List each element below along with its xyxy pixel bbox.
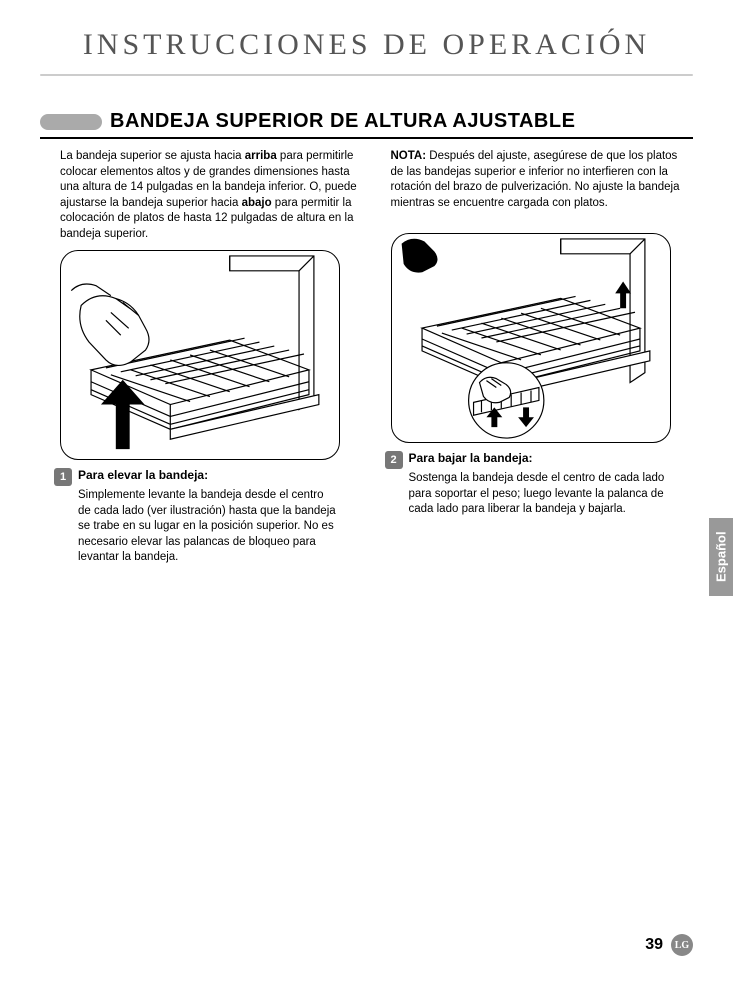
page-footer: 39 LG [645,934,693,956]
text: La bandeja superior se ajusta hacia [60,150,245,162]
page-number: 39 [645,936,663,954]
section-pill [40,114,102,130]
section-underline [40,137,693,139]
step-badge: 1 [54,468,72,486]
horizontal-rule [40,74,693,76]
step-1-body: Simplemente levante la bandeja desde el … [78,488,338,566]
figure-lower-rack [391,233,671,443]
rack-raise-illustration [61,251,339,459]
brand-logo-icon: LG [671,934,693,956]
step-2-header: 2 Para bajar la bandeja: [385,451,694,469]
section-header: BANDEJA SUPERIOR DE ALTURA AJUSTABLE [40,110,693,133]
page-title: INSTRUCCIONES DE OPERACIÓN [0,28,733,62]
text: Después del ajuste, asegúrese de que los… [391,150,680,209]
left-column: La bandeja superior se ajusta hacia arri… [60,149,363,566]
language-tab: Español [709,518,733,596]
bold-text: abajo [242,197,272,209]
two-column-layout: La bandeja superior se ajusta hacia arri… [60,149,693,566]
rack-lower-illustration [392,234,670,442]
hand-icon [402,239,437,272]
section-title: BANDEJA SUPERIOR DE ALTURA AJUSTABLE [110,110,575,133]
right-column: NOTA: Después del ajuste, asegúrese de q… [391,149,694,566]
step-2-body: Sostenga la bandeja desde el centro de c… [409,471,669,518]
bold-text: NOTA: [391,150,427,162]
step-badge: 2 [385,451,403,469]
step-1-header: 1 Para elevar la bandeja: [54,468,363,486]
left-intro-text: La bandeja superior se ajusta hacia arri… [60,149,363,242]
bold-text: arriba [245,150,277,162]
right-intro-text: NOTA: Después del ajuste, asegúrese de q… [391,149,694,211]
up-arrow-icon [615,282,631,309]
step-title: Para elevar la bandeja: [78,468,208,482]
step-title: Para bajar la bandeja: [409,451,533,465]
figure-raise-rack [60,250,340,460]
